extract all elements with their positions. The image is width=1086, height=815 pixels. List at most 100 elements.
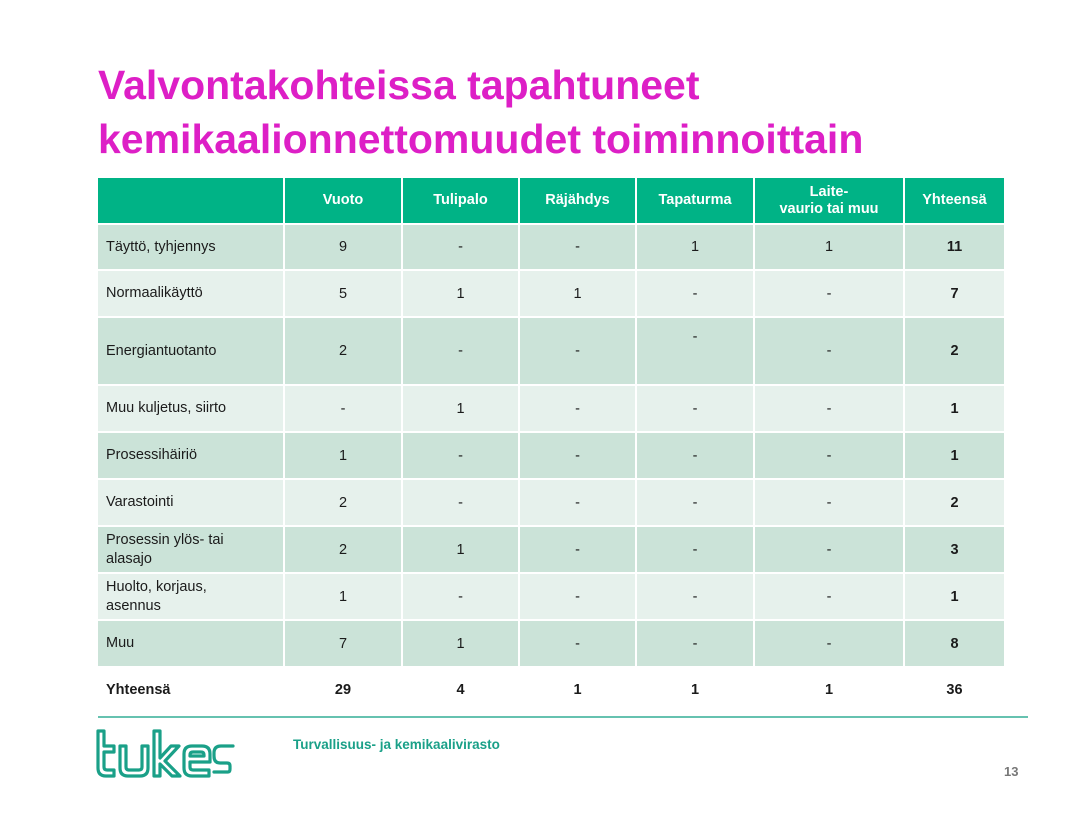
row-label-line-1: Muu kuljetus, siirto [106, 400, 227, 416]
cell-value: - [575, 447, 580, 464]
table-cell: - [636, 385, 755, 433]
incident-table: Vuoto Tulipalo Räjähdys Tapaturma Laite-… [98, 178, 1004, 714]
row-label-line-2: asennus [106, 597, 161, 614]
cell-value: 1 [338, 447, 348, 464]
cell-value: - [692, 588, 698, 605]
footer-divider [98, 716, 1028, 718]
row-label: Yhteensä [98, 667, 285, 714]
cell-value: 2 [338, 494, 348, 511]
slide-title: Valvontakohteissa tapahtuneet kemikaalio… [98, 58, 1038, 166]
cell-value: 36 [946, 682, 963, 698]
row-label-line-1: Varastointi [106, 494, 174, 510]
table-cell: 1 [636, 667, 755, 714]
cell-value: 11 [946, 239, 963, 255]
cell-value: 1 [950, 588, 959, 605]
row-label: Muu [98, 620, 285, 668]
table-row: Prosessihäiriö 1 - - - - 1 [98, 432, 1004, 480]
header-laitevaurio: Laite- vaurio tai muu [754, 178, 905, 225]
table-cell: 1 [402, 385, 520, 433]
cell-value: - [692, 541, 698, 558]
header-laitevaurio-line-1: Laite- [809, 183, 849, 200]
table-cell: 1 [754, 667, 905, 714]
row-total-cell: 1 [904, 385, 1004, 433]
page-number: 13 [1004, 764, 1019, 779]
table-row: Muu 7 1 - - - 8 [98, 620, 1004, 668]
table-cell: - [636, 620, 755, 668]
table-cell: - [519, 317, 637, 386]
slide-title-line-1: Valvontakohteissa tapahtuneet [98, 62, 700, 108]
cell-value: 1 [950, 447, 959, 464]
header-laitevaurio-line-2: vaurio tai muu [779, 200, 879, 217]
cell-value: 1 [338, 588, 348, 605]
cell-value: 1 [456, 635, 465, 652]
table-cell: - [636, 573, 755, 621]
table-row: Huolto, korjaus, asennus 1 - - - - 1 [98, 573, 1004, 621]
table-row: Normaalikäyttö 5 1 1 - - 7 [98, 270, 1004, 318]
table-row: Prosessin ylös- tai alasajo 2 1 - - - 3 [98, 526, 1004, 574]
row-label: Energiantuotanto [98, 317, 285, 386]
table-header-row: Vuoto Tulipalo Räjähdys Tapaturma Laite-… [98, 178, 1004, 225]
cell-value: 1 [573, 285, 582, 302]
cell-value: - [575, 343, 580, 359]
cell-value: - [575, 635, 580, 652]
table-cell: - [519, 432, 637, 480]
row-label: Prosessihäiriö [98, 432, 285, 480]
logo-text: tukes [94, 728, 97, 729]
cell-value: 1 [824, 239, 834, 255]
cell-value: 1 [690, 682, 700, 698]
table-cell: - [284, 385, 403, 433]
table-cell: - [636, 270, 755, 318]
cell-value: 1 [456, 541, 465, 558]
table-cell: - [754, 573, 905, 621]
cell-value: - [692, 400, 698, 417]
cell-value: 4 [456, 682, 465, 698]
cell-value: 2 [950, 494, 959, 511]
table-cell: 1 [636, 224, 755, 271]
row-label: Normaalikäyttö [98, 270, 285, 318]
header-activity [98, 178, 285, 225]
table-cell: 4 [402, 667, 520, 714]
table-cell: 1 [402, 526, 520, 574]
table-total-row: Yhteensä 29 4 1 1 1 36 [98, 667, 1004, 714]
table-cell: 7 [284, 620, 403, 668]
row-label-line-1: Normaalikäyttö [106, 285, 203, 301]
cell-value: - [458, 588, 463, 605]
table-cell: - [754, 317, 905, 386]
table-cell: - [402, 573, 520, 621]
table-cell: 1 [519, 270, 637, 318]
table-cell: - [519, 385, 637, 433]
table-cell: - [402, 224, 520, 271]
cell-value: - [575, 588, 580, 605]
cell-value: - [826, 494, 832, 511]
row-label-line-1: Prosessin ylös- tai [106, 531, 224, 548]
cell-value: 3 [950, 541, 959, 558]
agency-name: Turvallisuus- ja kemikaalivirasto [293, 737, 500, 752]
row-label-line-1: Energiantuotanto [106, 342, 217, 359]
table-cell: 5 [284, 270, 403, 318]
row-total-cell: 11 [904, 224, 1004, 271]
cell-value: - [575, 541, 580, 558]
cell-value: 29 [334, 682, 352, 698]
header-yhteensa: Yhteensä [904, 178, 1004, 225]
cell-value: - [575, 400, 580, 417]
row-total-cell: 8 [904, 620, 1004, 668]
cell-value: - [826, 447, 832, 464]
table-cell: - [754, 270, 905, 318]
cell-value: - [692, 635, 698, 652]
table-cell: - [754, 620, 905, 668]
cell-value: 7 [338, 635, 348, 652]
cell-value: 1 [824, 682, 834, 698]
table-cell: - [636, 432, 755, 480]
header-rajahdys: Räjähdys [519, 178, 637, 225]
header-tulipalo: Tulipalo [402, 178, 520, 225]
cell-value: - [826, 400, 832, 417]
table-cell: 1 [284, 432, 403, 480]
row-label: Prosessin ylös- tai alasajo [98, 526, 285, 574]
cell-value: - [692, 494, 698, 511]
table-cell: 9 [284, 224, 403, 271]
cell-value: - [458, 343, 463, 359]
slide-title-line-2: kemikaalionnettomuudet toiminnoittain [98, 116, 864, 162]
row-total-cell: 2 [904, 317, 1004, 386]
cell-value: - [826, 285, 832, 302]
cell-value: 7 [950, 285, 959, 302]
